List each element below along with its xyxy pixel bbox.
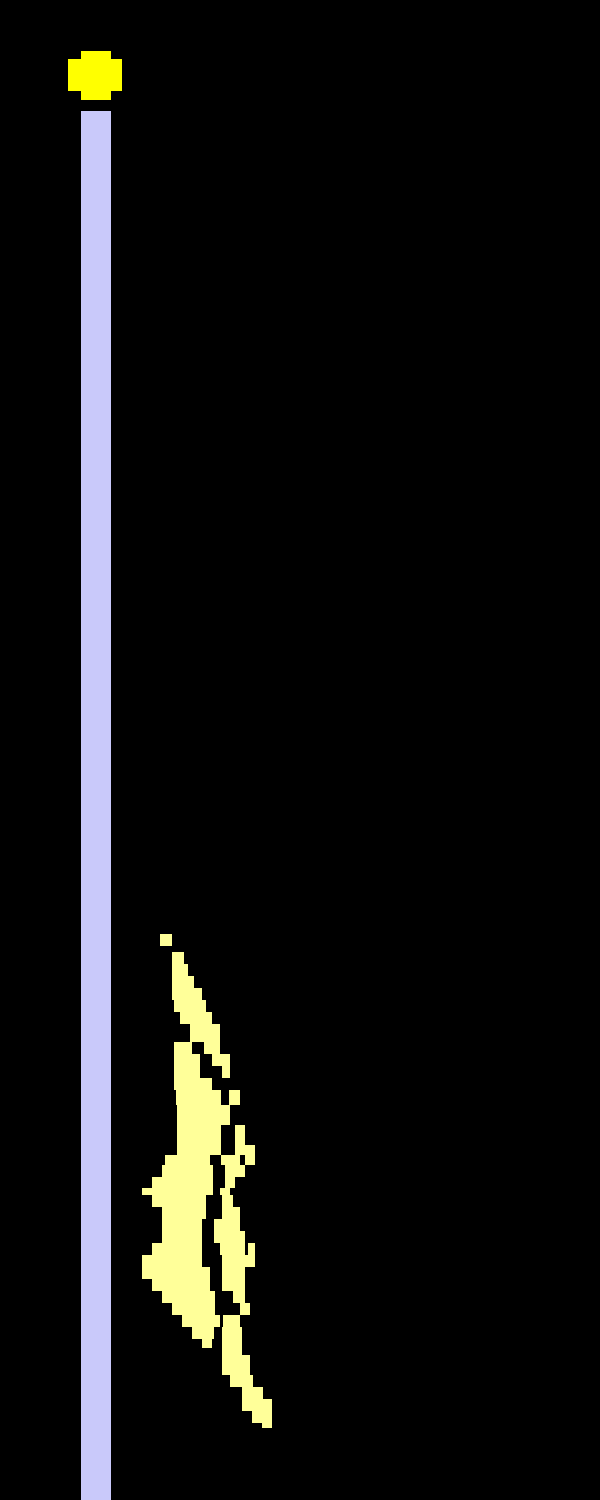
flag-pixel-run [225, 1165, 245, 1177]
flag-pixel-run [248, 1243, 255, 1255]
flag-pixel-run [225, 1177, 235, 1188]
flag-pixel-run [162, 1219, 202, 1231]
flag-pixel-run [235, 1125, 245, 1145]
flag-pixel-run [222, 1355, 250, 1375]
flag-pixel-run [220, 1188, 230, 1195]
flag-pixel-run [172, 976, 194, 988]
flag-pixel-run [142, 1267, 210, 1279]
flag-pixel-run [222, 1348, 242, 1355]
finial-rect [81, 51, 111, 59]
flag-pixel-run [160, 934, 172, 946]
flag-pixel-run [223, 1315, 240, 1327]
finial-rect [68, 59, 122, 91]
flag-pixel-run [220, 1243, 245, 1255]
flag-pixel-run [242, 1387, 263, 1399]
flag-pixel-run [240, 1303, 250, 1315]
flag-pixel-run [174, 1042, 192, 1054]
flag-pixel-run [252, 1411, 272, 1423]
flag-pixel-run [152, 1177, 213, 1188]
flag-pixel-run [165, 1155, 210, 1165]
flag-pixel-run [152, 1243, 202, 1255]
flag-pixel-run [192, 1327, 214, 1339]
flag-pixel-run [172, 988, 202, 1000]
finial-rect [81, 91, 111, 100]
flag-pixel-run [222, 1066, 230, 1078]
flag-pixel-run [152, 1279, 210, 1291]
flag-pixel-run [176, 1090, 221, 1105]
flag-pixel-run [174, 1078, 212, 1090]
flag-pixel-run [214, 1219, 240, 1231]
flag-pixel-run [172, 964, 188, 976]
flag-pixel-run [202, 1339, 212, 1348]
flag-pixel-run [222, 1267, 245, 1279]
flag-pixel-run [162, 1291, 215, 1303]
flag-pixel-run [222, 1195, 233, 1207]
flag-pixel-run [204, 1042, 220, 1054]
flag-pixel-run [212, 1054, 230, 1066]
flag-pixel-run [142, 1255, 202, 1267]
flag-pixel-run [162, 1207, 206, 1219]
flag-pixel-run [235, 1145, 255, 1155]
flag-pixel-run [162, 1165, 213, 1177]
flag-pixel-run [142, 1188, 213, 1195]
flag-pixel-run [174, 1054, 200, 1066]
flag-pixel-run [229, 1090, 240, 1105]
flag-pixel-run [172, 952, 184, 964]
flag-pixel-run [172, 1303, 215, 1315]
flag-pixel-run [177, 1125, 221, 1145]
flag-pixel-run [214, 1231, 245, 1243]
flagpole-pole [81, 111, 111, 1500]
flag-pixel-run [174, 1066, 200, 1078]
flag-pixel-run [222, 1207, 240, 1219]
flag-pixel-run [152, 1195, 206, 1207]
flag-pixel-run [245, 1155, 255, 1165]
flag-pixel-run [177, 1105, 230, 1125]
flag-pixel-run [190, 1024, 220, 1042]
flag-pixel-run [222, 1339, 242, 1348]
flag-pixel-run [182, 1315, 220, 1327]
flag-pixel-run [162, 1231, 202, 1243]
flag-pixel-run [242, 1399, 272, 1411]
flag-pixel-run [222, 1279, 245, 1291]
flag-pixel-run [174, 1000, 206, 1012]
flag-pixel-run [180, 1012, 212, 1024]
flag-pixel-run [233, 1291, 245, 1303]
flag-pixel-run [262, 1423, 272, 1428]
flag-pixel-run [221, 1155, 240, 1165]
flag-pixel-run [222, 1255, 255, 1267]
flag-pixel-run [177, 1145, 221, 1155]
flag-pixel-run [230, 1375, 253, 1387]
flag-pixel-run [222, 1327, 242, 1339]
